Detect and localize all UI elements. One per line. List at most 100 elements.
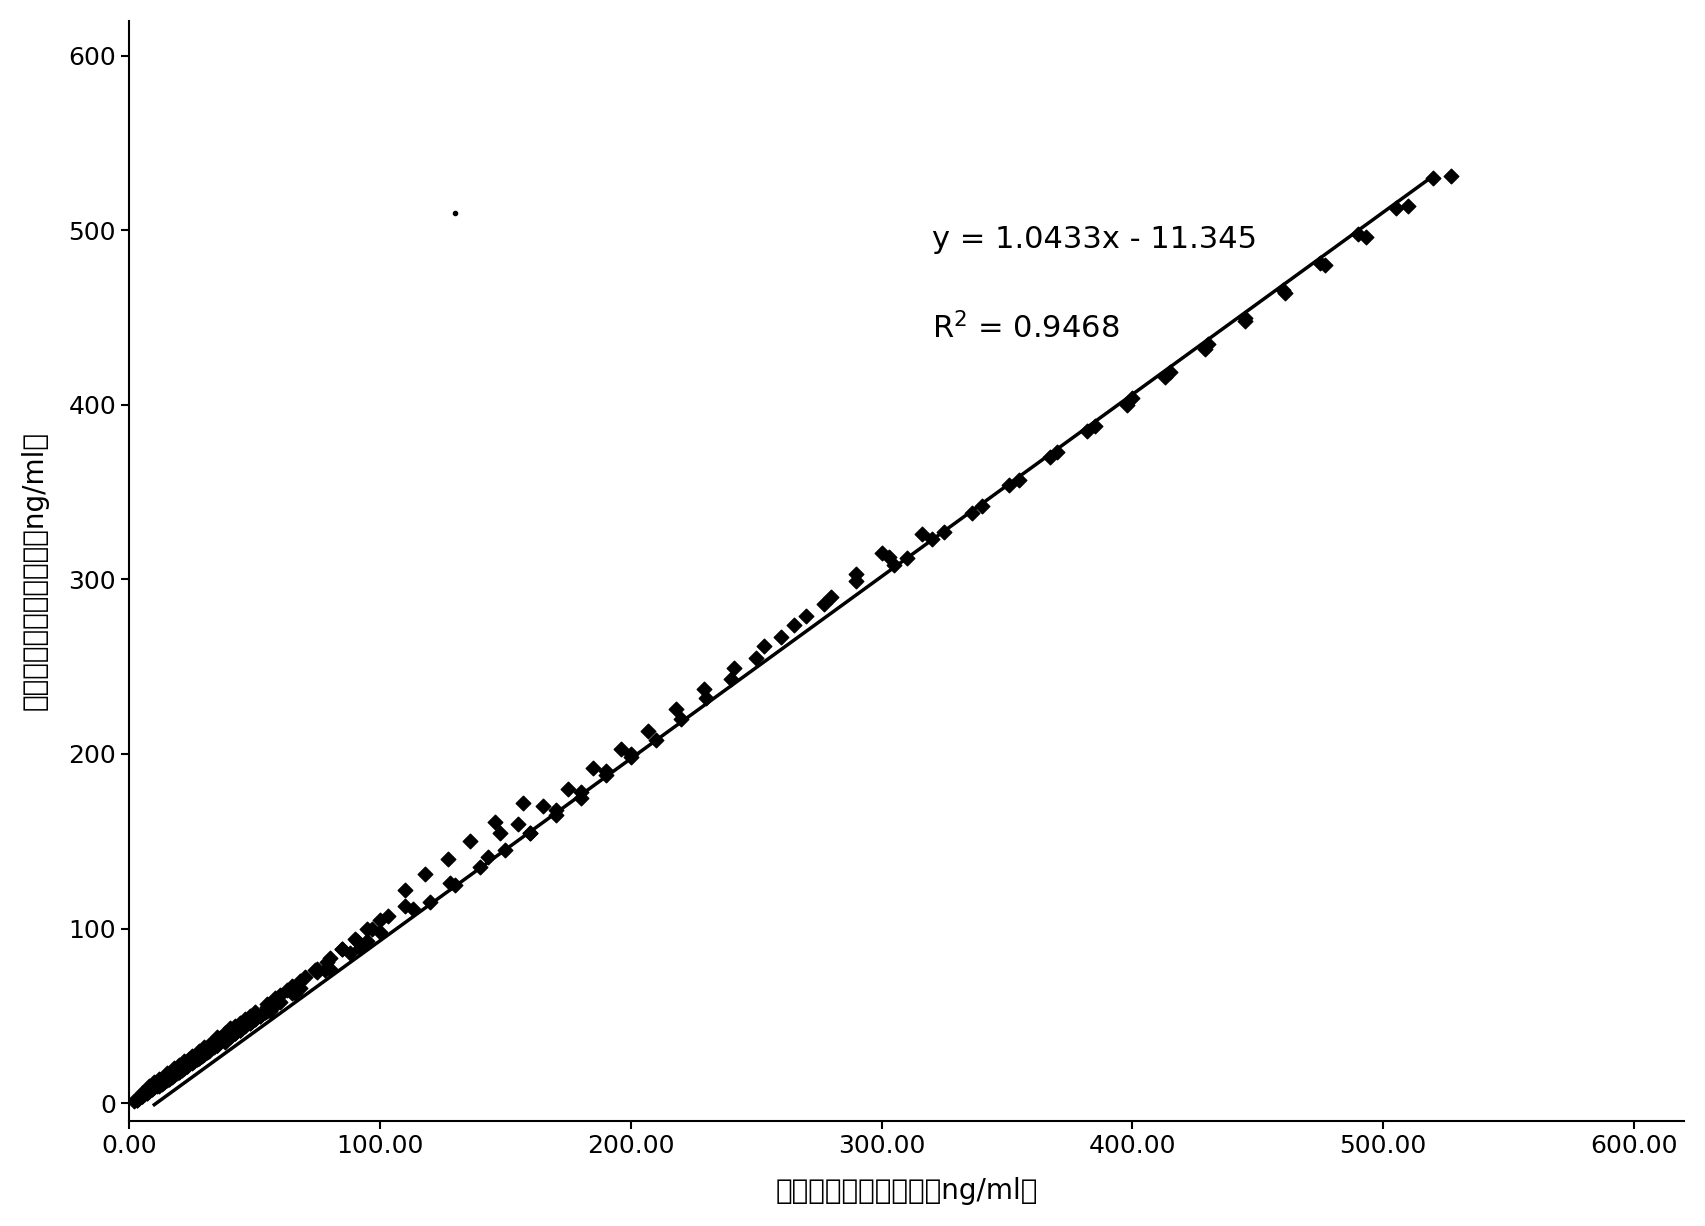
Point <box>160 1064 188 1084</box>
Point <box>1306 254 1333 273</box>
Point <box>128 1086 155 1106</box>
Point <box>315 959 343 978</box>
Point <box>474 847 501 867</box>
Point <box>177 1053 205 1073</box>
Point <box>1231 308 1258 327</box>
Text: y = 1.0433x - 11.345: y = 1.0433x - 11.345 <box>931 224 1257 254</box>
Point <box>191 1042 218 1062</box>
Point <box>165 1062 193 1081</box>
Point <box>126 1087 153 1107</box>
Point <box>1151 367 1178 386</box>
Point <box>138 1079 165 1098</box>
Point <box>181 1048 208 1068</box>
Point <box>145 1074 172 1094</box>
Point <box>251 1003 278 1022</box>
Point <box>315 949 343 969</box>
Point <box>143 1074 170 1094</box>
Point <box>235 1013 263 1032</box>
Point <box>880 555 907 575</box>
Point <box>246 1007 273 1026</box>
Point <box>353 918 380 938</box>
Point <box>169 1057 196 1076</box>
Point <box>217 1024 244 1043</box>
Point <box>607 739 634 759</box>
Point <box>174 1057 201 1076</box>
Point <box>160 1065 188 1085</box>
Point <box>174 1057 201 1076</box>
Point <box>329 939 356 959</box>
Point <box>193 1042 220 1062</box>
Point <box>810 595 837 614</box>
Point <box>486 823 513 842</box>
Point <box>266 984 293 1004</box>
Point <box>136 1081 164 1101</box>
Point <box>641 731 668 750</box>
Point <box>131 1085 159 1105</box>
Point <box>220 1024 247 1043</box>
Point <box>211 1024 239 1043</box>
X-axis label: 酶免试剂盒血清测值（ng/ml）: 酶免试剂盒血清测值（ng/ml） <box>776 1177 1037 1205</box>
Point <box>155 1065 182 1085</box>
Point <box>203 1027 230 1047</box>
Point <box>517 823 544 842</box>
Text: R$^2$ = 0.9468: R$^2$ = 0.9468 <box>931 313 1118 345</box>
Point <box>566 788 593 808</box>
Point <box>266 992 293 1011</box>
Point <box>165 1058 193 1078</box>
Point <box>433 848 460 868</box>
Point <box>203 1036 230 1056</box>
Point <box>592 761 619 781</box>
Point <box>1113 395 1141 414</box>
Point <box>136 1081 164 1101</box>
Point <box>165 1060 193 1080</box>
Point <box>1419 168 1446 188</box>
Point <box>159 1062 186 1081</box>
Point <box>213 1021 240 1041</box>
Point <box>191 1037 218 1057</box>
Point <box>133 1083 160 1102</box>
Point <box>692 688 720 707</box>
Point <box>1081 416 1108 435</box>
Point <box>399 900 426 920</box>
Point <box>140 1075 167 1095</box>
Point <box>1350 228 1378 248</box>
Point <box>817 587 844 607</box>
Point <box>617 748 644 767</box>
Point <box>225 1020 252 1040</box>
Point <box>220 1024 247 1043</box>
Point <box>145 1074 172 1094</box>
Point <box>148 1074 176 1094</box>
Point <box>353 931 380 950</box>
Point <box>193 1042 220 1062</box>
Point <box>1381 197 1408 217</box>
Point <box>128 1086 155 1106</box>
Point <box>689 679 716 699</box>
Point <box>169 1060 196 1080</box>
Point <box>411 864 438 884</box>
Point <box>1118 389 1146 408</box>
Point <box>203 1036 230 1056</box>
Point <box>303 962 331 982</box>
Point <box>996 476 1023 495</box>
Point <box>228 1019 256 1038</box>
Point <box>145 1075 172 1095</box>
Point <box>174 1054 201 1074</box>
Point <box>186 1048 213 1068</box>
Point <box>165 1054 193 1074</box>
Point <box>140 1073 167 1092</box>
Point <box>182 1049 210 1069</box>
Point <box>186 1046 213 1065</box>
Point <box>286 971 314 991</box>
Point <box>1270 283 1298 303</box>
Point <box>235 1013 263 1032</box>
Point <box>153 1069 181 1089</box>
Point <box>239 1011 266 1031</box>
Point <box>254 994 281 1014</box>
Point <box>517 823 544 842</box>
Point <box>148 1073 176 1092</box>
Point <box>181 1052 208 1072</box>
Point <box>292 967 319 987</box>
Point <box>228 1019 256 1038</box>
Point <box>225 1020 252 1040</box>
Point <box>136 1081 164 1101</box>
